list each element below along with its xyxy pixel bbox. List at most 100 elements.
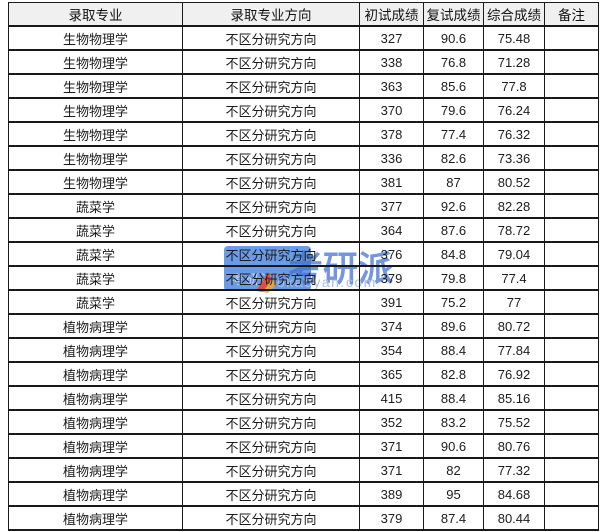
table-row: 植物病理学 不区分研究方向 371 82 77.32: [8, 457, 599, 482]
cell-overall: 85.16: [483, 385, 545, 410]
cell-overall: 82.28: [483, 193, 545, 218]
cell-remark: [544, 73, 599, 98]
table-row: 植物病理学 不区分研究方向 415 88.4 85.16: [8, 385, 599, 410]
table-row: 植物病理学 不区分研究方向 379 87.4 80.44: [8, 505, 599, 530]
cell-initial: 352: [359, 409, 424, 434]
cell-retest: 89.6: [423, 313, 484, 338]
table-row: 蔬菜学 不区分研究方向 377 92.6 82.28: [8, 193, 599, 218]
cell-overall: 80.52: [483, 169, 545, 194]
cell-overall: 80.76: [483, 433, 545, 458]
cell-direction: 不区分研究方向: [182, 121, 360, 146]
cell-direction: 不区分研究方向: [182, 241, 360, 266]
cell-major: 生物物理学: [8, 73, 183, 98]
cell-direction: 不区分研究方向: [182, 289, 360, 314]
table-body: 生物物理学 不区分研究方向 327 90.6 75.48 生物物理学 不区分研究方向 338 7…: [8, 25, 599, 530]
cell-overall: 77.32: [483, 457, 545, 482]
cell-initial: 354: [359, 337, 424, 362]
cell-direction: 不区分研究方向: [182, 433, 360, 458]
cell-initial: 338: [359, 49, 424, 74]
cell-retest: 87: [423, 169, 484, 194]
cell-major: 植物病理学: [8, 457, 183, 482]
cell-remark: [544, 169, 599, 194]
cell-remark: [544, 217, 599, 242]
cell-retest: 85.6: [423, 73, 484, 98]
cell-remark: [544, 97, 599, 122]
table-row: 植物病理学 不区分研究方向 371 90.6 80.76: [8, 433, 599, 458]
cell-overall: 71.28: [483, 49, 545, 74]
cell-major: 蔬菜学: [8, 289, 183, 314]
table-row: 植物病理学 不区分研究方向 354 88.4 77.84: [8, 337, 599, 362]
cell-remark: [544, 481, 599, 506]
cell-major: 蔬菜学: [8, 265, 183, 290]
cell-retest: 95: [423, 481, 484, 506]
cell-major: 生物物理学: [8, 49, 183, 74]
table-row: 植物病理学 不区分研究方向 389 95 84.68: [8, 481, 599, 506]
cell-remark: [544, 409, 599, 434]
cell-remark: [544, 457, 599, 482]
cell-retest: 84.8: [423, 241, 484, 266]
cell-remark: [544, 361, 599, 386]
column-header-admission-major: 录取专业: [8, 2, 183, 26]
cell-initial: 371: [359, 433, 424, 458]
cell-initial: 377: [359, 193, 424, 218]
cell-remark: [544, 241, 599, 266]
cell-overall: 77.8: [483, 73, 545, 98]
cell-overall: 77.84: [483, 337, 545, 362]
cell-remark: [544, 145, 599, 170]
cell-direction: 不区分研究方向: [182, 73, 360, 98]
cell-direction: 不区分研究方向: [182, 97, 360, 122]
table-row: 蔬菜学 不区分研究方向 379 79.8 77.4: [8, 265, 599, 290]
cell-major: 生物物理学: [8, 25, 183, 50]
cell-overall: 80.44: [483, 505, 545, 530]
cell-initial: 363: [359, 73, 424, 98]
table-row: 蔬菜学 不区分研究方向 364 87.6 78.72: [8, 217, 599, 242]
cell-remark: [544, 289, 599, 314]
cell-remark: [544, 313, 599, 338]
cell-retest: 79.8: [423, 265, 484, 290]
cell-initial: 365: [359, 361, 424, 386]
cell-overall: 75.48: [483, 25, 545, 50]
cell-initial: 415: [359, 385, 424, 410]
cell-overall: 84.68: [483, 481, 545, 506]
cell-major: 植物病理学: [8, 361, 183, 386]
cell-retest: 90.6: [423, 433, 484, 458]
table-row: 蔬菜学 不区分研究方向 376 84.8 79.04: [8, 241, 599, 266]
cell-retest: 90.6: [423, 25, 484, 50]
cell-remark: [544, 193, 599, 218]
cell-major: 植物病理学: [8, 433, 183, 458]
cell-direction: 不区分研究方向: [182, 481, 360, 506]
cell-retest: 88.4: [423, 385, 484, 410]
cell-remark: [544, 265, 599, 290]
cell-major: 生物物理学: [8, 97, 183, 122]
cell-initial: 370: [359, 97, 424, 122]
column-header-remark: 备注: [544, 2, 599, 26]
cell-retest: 87.6: [423, 217, 484, 242]
cell-initial: 379: [359, 505, 424, 530]
cell-retest: 82.8: [423, 361, 484, 386]
cell-direction: 不区分研究方向: [182, 25, 360, 50]
cell-direction: 不区分研究方向: [182, 457, 360, 482]
cell-major: 植物病理学: [8, 385, 183, 410]
column-header-initial-score: 初试成绩: [359, 2, 424, 26]
cell-direction: 不区分研究方向: [182, 361, 360, 386]
cell-major: 植物病理学: [8, 337, 183, 362]
cell-overall: 78.72: [483, 217, 545, 242]
cell-overall: 76.24: [483, 97, 545, 122]
cell-remark: [544, 49, 599, 74]
cell-direction: 不区分研究方向: [182, 49, 360, 74]
cell-retest: 77.4: [423, 121, 484, 146]
cell-major: 植物病理学: [8, 313, 183, 338]
cell-retest: 87.4: [423, 505, 484, 530]
cell-initial: 364: [359, 217, 424, 242]
cell-major: 蔬菜学: [8, 193, 183, 218]
cell-retest: 92.6: [423, 193, 484, 218]
table-row: 植物病理学 不区分研究方向 374 89.6 80.72: [8, 313, 599, 338]
cell-direction: 不区分研究方向: [182, 505, 360, 530]
cell-overall: 76.92: [483, 361, 545, 386]
cell-overall: 79.04: [483, 241, 545, 266]
cell-initial: 374: [359, 313, 424, 338]
cell-major: 生物物理学: [8, 145, 183, 170]
admission-score-table: 录取专业 录取专业方向 初试成绩 复试成绩 综合成绩 备注 生物物理学 不区分研究方向 327…: [8, 2, 599, 531]
cell-direction: 不区分研究方向: [182, 385, 360, 410]
column-header-overall-score: 综合成绩: [483, 2, 545, 26]
